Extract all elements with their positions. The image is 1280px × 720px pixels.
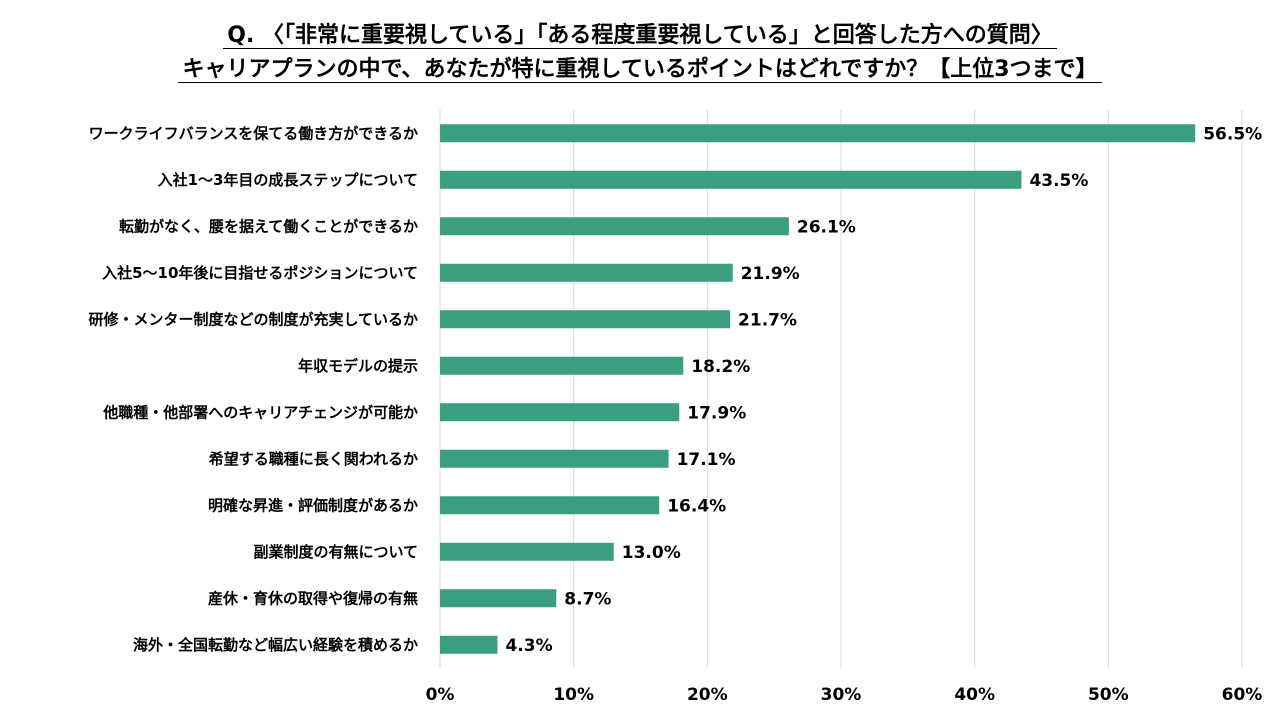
data-label: 56.5%: [1203, 124, 1262, 144]
bar: [440, 263, 733, 282]
bar: [440, 635, 498, 654]
data-label: 43.5%: [1029, 171, 1088, 191]
bar: [440, 403, 680, 422]
x-tick-label: 60%: [1222, 685, 1263, 705]
bar: [440, 542, 614, 561]
data-label: 8.7%: [564, 589, 611, 609]
chart-title-line2: キャリアプランの中で、あなたが特に重視しているポイントはどれですか？【上位3つま…: [0, 56, 1280, 84]
category-label: 明確な昇進・評価制度があるか: [208, 496, 418, 514]
x-tick-label: 0%: [426, 685, 455, 705]
data-label: 21.9%: [741, 264, 800, 284]
x-tick-label: 20%: [687, 685, 728, 705]
data-label: 18.2%: [691, 357, 750, 377]
category-label: 希望する職種に長く関われるか: [209, 450, 418, 468]
data-label: 13.0%: [622, 543, 681, 563]
data-label: 21.7%: [738, 310, 797, 330]
x-tick-label: 50%: [1088, 685, 1129, 705]
data-label: 17.9%: [687, 403, 746, 423]
category-label: 転勤がなく、腰を据えて働くことができるか: [119, 217, 418, 235]
category-label: ワークライフバランスを保てる働き方ができるか: [89, 124, 418, 142]
bar: [440, 449, 669, 468]
category-label: 副業制度の有無について: [253, 543, 418, 561]
x-tick-label: 30%: [821, 685, 862, 705]
chart-title-line1: Q. 〈「非常に重要視している」「ある程度重要視している」と回答した方への質問〉: [0, 22, 1280, 50]
category-label: 入社1～3年目の成長ステップについて: [158, 171, 418, 189]
bar: [440, 589, 557, 608]
category-label: 研修・メンター制度などの制度が充実しているか: [88, 310, 418, 328]
bar: [440, 496, 660, 515]
category-label: 産休・育休の取得や復帰の有無: [208, 589, 418, 607]
bar: [440, 310, 731, 329]
category-label: 入社5～10年後に目指せるポジションについて: [102, 264, 418, 282]
data-label: 17.1%: [677, 450, 736, 470]
bar: [440, 356, 684, 375]
data-label: 16.4%: [667, 496, 726, 516]
data-label: 26.1%: [797, 217, 856, 237]
x-tick-label: 40%: [954, 685, 995, 705]
category-label: 年収モデルの提示: [298, 357, 418, 375]
x-tick-label: 10%: [553, 685, 594, 705]
data-label: 4.3%: [505, 636, 552, 656]
bar: [440, 217, 789, 236]
category-label: 海外・全国転勤など幅広い経験を積めるか: [133, 636, 418, 654]
bar: [440, 170, 1022, 189]
bar: [440, 124, 1196, 143]
category-label: 他職種・他部署へのキャリアチェンジが可能か: [102, 403, 418, 421]
